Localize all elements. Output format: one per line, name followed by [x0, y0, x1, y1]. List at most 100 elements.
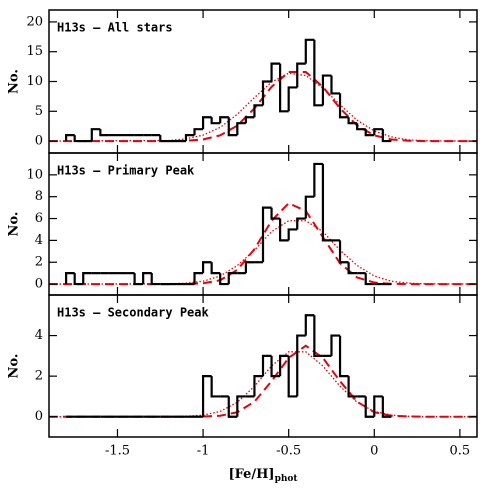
histogram-bin	[321, 74, 332, 106]
x-tick-label: -0.5	[276, 444, 301, 459]
histogram-bin	[381, 396, 392, 418]
histogram-bin	[338, 335, 349, 378]
histogram-bin	[201, 261, 212, 274]
histogram-bin	[133, 273, 144, 286]
histogram-bin	[287, 355, 298, 398]
y-tick-label: 20	[26, 14, 43, 29]
histogram-bin	[210, 117, 221, 125]
histogram-bin	[227, 396, 238, 418]
histogram-bin	[304, 38, 315, 64]
y-tick-label: 2	[35, 369, 43, 384]
histogram-bin	[287, 228, 298, 241]
histogram-bin	[279, 354, 289, 377]
y-axis-label: No.	[7, 212, 22, 237]
histogram-bin	[253, 104, 263, 118]
histogram-bin	[270, 62, 281, 82]
y-tick-label: 2	[35, 255, 43, 270]
y-tick-label: 0	[35, 277, 43, 292]
histogram-bin	[184, 134, 195, 142]
x-axis-label-main: [Fe/H]	[228, 467, 274, 482]
y-tick-label: 10	[26, 167, 43, 182]
y-tick-label: 4	[35, 328, 43, 343]
histogram-bin	[236, 122, 246, 136]
y-tick-label: 0	[35, 409, 43, 424]
histogram-bin	[364, 129, 375, 137]
histogram-bin	[261, 354, 272, 377]
histogram-bin	[364, 273, 375, 286]
histogram-bin	[338, 240, 349, 264]
histogram-bin	[210, 376, 221, 398]
histogram-bin	[373, 395, 383, 417]
panel-title: H13s – Secondary Peak	[57, 306, 209, 320]
histogram-bin	[373, 128, 383, 136]
histogram-bin	[304, 314, 315, 336]
histogram-bin	[65, 134, 75, 142]
histogram-bin	[338, 93, 349, 119]
histogram-bin	[65, 272, 75, 285]
histogram-bin	[210, 262, 221, 275]
histogram-bin	[82, 272, 92, 285]
histogram-bin	[313, 162, 323, 197]
histogram-bin	[296, 62, 306, 88]
histogram-bin	[261, 80, 272, 106]
histogram-bin	[227, 272, 238, 285]
histogram-bin	[356, 123, 366, 131]
y-tick-label: 6	[35, 211, 43, 226]
y-tick-label: 5	[35, 104, 43, 119]
histogram-bin	[219, 273, 229, 286]
histogram-bin	[159, 135, 169, 143]
histogram-bin	[201, 375, 212, 417]
histogram-bin	[296, 217, 306, 230]
histogram-bin	[296, 334, 306, 397]
x-axis-label: [Fe/H]phot	[228, 467, 298, 484]
histogram-bin	[236, 395, 246, 417]
histogram-bin	[261, 206, 272, 263]
y-tick-label: 4	[35, 233, 43, 248]
histogram-bin	[244, 261, 255, 274]
y-tick-label: 15	[26, 44, 43, 59]
histogram-bin	[330, 75, 341, 95]
histogram-bin	[99, 129, 109, 137]
histogram-bin	[142, 272, 152, 285]
histogram-bin	[90, 128, 101, 142]
histogram-bin	[279, 63, 289, 113]
histogram-bin	[244, 116, 255, 124]
histogram-bin	[347, 376, 358, 398]
histogram-bin	[347, 262, 358, 275]
fit-curve	[48, 220, 478, 285]
histogram-bin	[193, 128, 204, 136]
y-tick-label: 8	[35, 189, 43, 204]
y-tick-label: 0	[35, 134, 43, 149]
panel-title: H13s – Primary Peak	[57, 164, 195, 178]
histogram-bin	[287, 86, 298, 112]
x-tick-label: 0	[370, 444, 378, 459]
histogram-bin	[193, 272, 204, 285]
histogram-bin	[253, 375, 263, 397]
histogram-bin	[279, 218, 289, 242]
histogram-bin	[381, 129, 392, 143]
histogram-bin	[330, 334, 341, 356]
histogram-bin	[201, 116, 212, 130]
panel-frame	[48, 294, 478, 438]
x-tick-label: -1.5	[105, 444, 130, 459]
histogram-bin	[347, 117, 358, 125]
histogram-bin	[270, 355, 281, 378]
histogram-bin	[304, 195, 315, 219]
y-axis-label: No.	[7, 69, 22, 94]
fit-curve	[49, 202, 477, 286]
histogram-bin	[227, 117, 238, 137]
histogram-bin	[364, 396, 375, 418]
histogram-bin	[73, 135, 84, 143]
histogram-bin	[313, 315, 323, 357]
histogram-bin	[321, 163, 332, 242]
y-tick-label: 10	[26, 74, 43, 89]
histogram-bin	[313, 39, 323, 107]
panel-title: H13s – All stars	[57, 21, 173, 35]
histogram-bin	[270, 207, 281, 220]
histogram-bin	[219, 116, 229, 124]
x-tick-label: -1	[197, 444, 210, 459]
histogram-bin	[150, 273, 161, 286]
histogram-bin	[73, 273, 84, 286]
fit-curve	[49, 351, 477, 418]
